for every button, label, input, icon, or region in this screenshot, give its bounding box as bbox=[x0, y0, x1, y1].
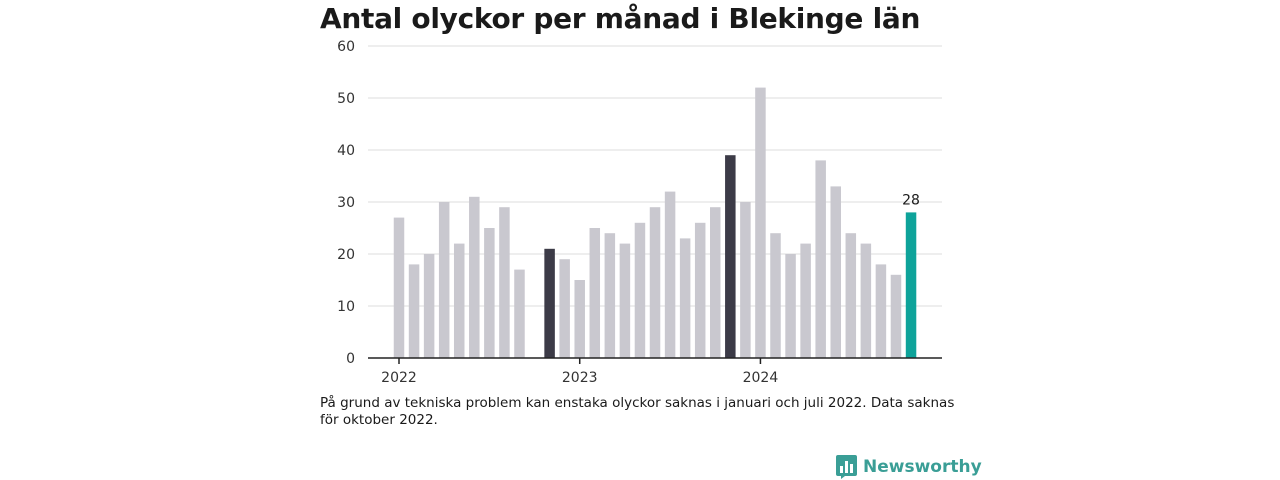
bar[interactable] bbox=[423, 254, 435, 358]
bar[interactable] bbox=[875, 264, 887, 358]
bar[interactable] bbox=[544, 248, 555, 358]
y-tick-label: 30 bbox=[337, 195, 355, 211]
y-tick-label: 20 bbox=[337, 247, 355, 263]
x-tick-label: 2023 bbox=[562, 370, 598, 386]
bar[interactable] bbox=[514, 269, 525, 358]
bar[interactable] bbox=[589, 228, 601, 358]
bar[interactable] bbox=[438, 202, 450, 358]
bar[interactable] bbox=[800, 243, 811, 358]
bar[interactable] bbox=[634, 222, 646, 358]
y-tick-label: 50 bbox=[337, 91, 355, 107]
data-label: 28 bbox=[902, 192, 920, 208]
bar[interactable] bbox=[860, 243, 872, 358]
bar[interactable] bbox=[604, 233, 616, 358]
bar[interactable] bbox=[725, 155, 736, 358]
bar[interactable] bbox=[469, 196, 480, 358]
bar[interactable] bbox=[890, 274, 902, 358]
bar[interactable] bbox=[453, 243, 465, 358]
brand-logo[interactable]: Newsworthy bbox=[836, 455, 982, 479]
bar[interactable] bbox=[664, 191, 676, 358]
bar[interactable] bbox=[755, 87, 766, 358]
bar[interactable] bbox=[574, 280, 585, 358]
footnote: På grund av tekniska problem kan enstaka… bbox=[320, 395, 955, 428]
bar[interactable] bbox=[740, 202, 751, 358]
bar[interactable] bbox=[499, 207, 510, 358]
x-tick-label: 2022 bbox=[381, 370, 417, 386]
bar[interactable] bbox=[770, 233, 781, 358]
bar-chart: 0 10 20 30 40 50 60 28 2022 2023 2024 bbox=[337, 39, 942, 386]
bar[interactable] bbox=[649, 207, 661, 358]
bar[interactable] bbox=[830, 186, 841, 358]
data-labels: 28 bbox=[902, 192, 920, 208]
bar[interactable] bbox=[484, 228, 495, 358]
bar[interactable] bbox=[559, 259, 570, 358]
bar[interactable] bbox=[785, 254, 796, 358]
y-axis: 0 10 20 30 40 50 60 bbox=[337, 39, 355, 367]
bar[interactable] bbox=[694, 222, 706, 358]
x-axis: 2022 2023 2024 bbox=[368, 357, 942, 386]
bars bbox=[393, 87, 917, 358]
bar[interactable] bbox=[408, 264, 420, 358]
bar[interactable] bbox=[845, 233, 857, 358]
y-tick-label: 0 bbox=[346, 351, 355, 367]
bar[interactable] bbox=[815, 160, 826, 358]
x-tick-label: 2024 bbox=[743, 370, 779, 386]
bar[interactable] bbox=[679, 238, 691, 358]
brand-name: Newsworthy bbox=[863, 457, 982, 477]
bar[interactable] bbox=[619, 243, 631, 358]
bar[interactable] bbox=[393, 217, 405, 358]
chart-title: Antal olyckor per månad i Blekinge län bbox=[320, 2, 921, 35]
bar[interactable] bbox=[710, 207, 721, 358]
y-tick-label: 10 bbox=[337, 299, 355, 315]
y-tick-label: 40 bbox=[337, 143, 355, 159]
bar-chart-badge-icon bbox=[836, 455, 857, 479]
bar[interactable] bbox=[905, 212, 917, 358]
y-tick-label: 60 bbox=[337, 39, 355, 55]
